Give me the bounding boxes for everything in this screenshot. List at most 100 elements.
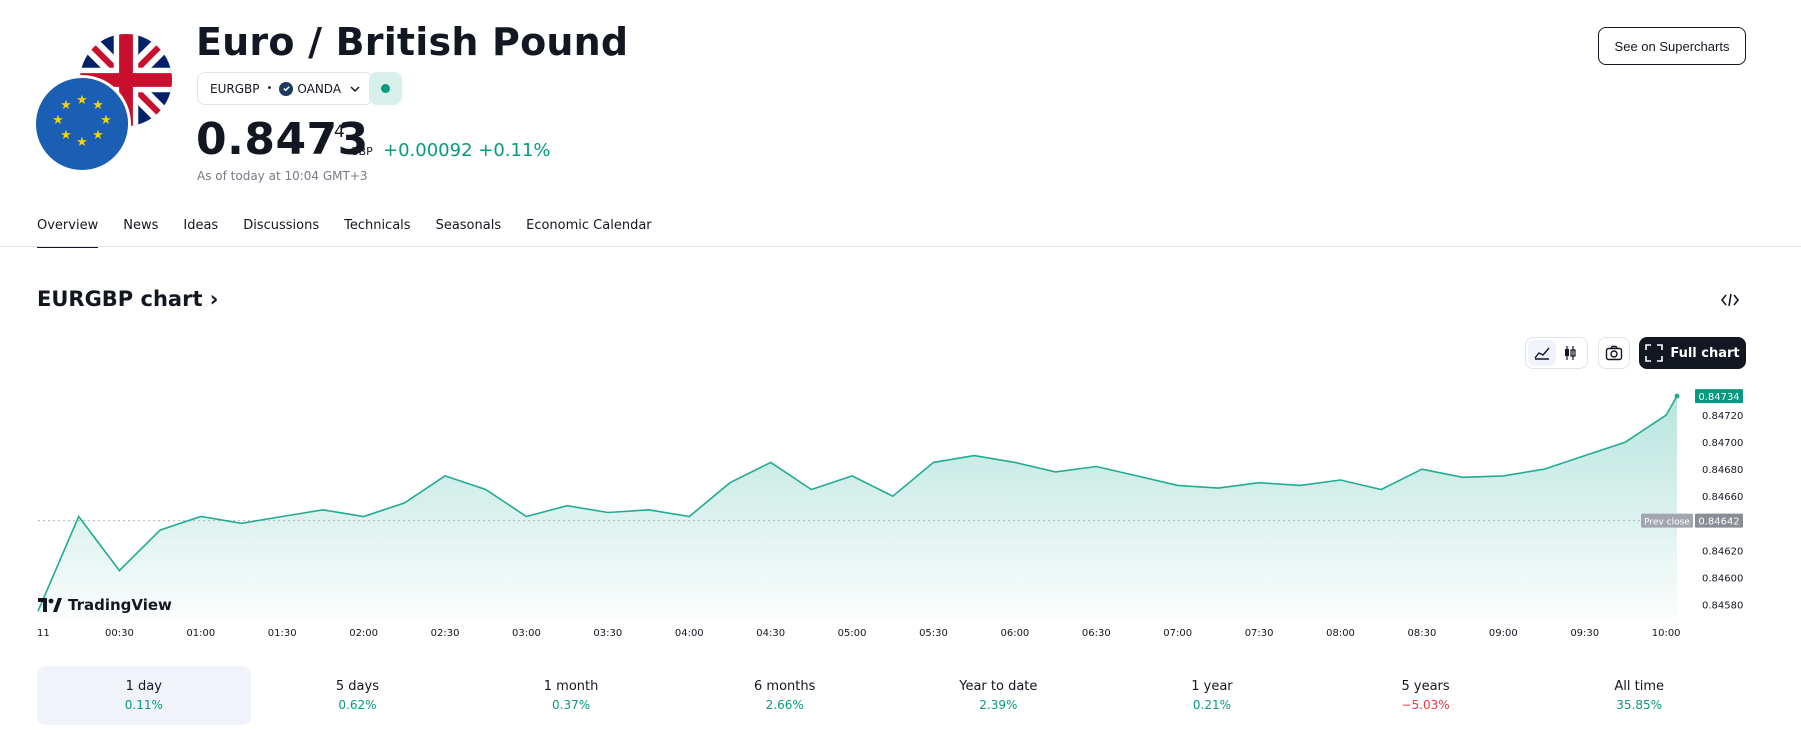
chart-title-text: EURGBP chart: [37, 287, 203, 311]
period-change: −5.03%: [1401, 698, 1450, 712]
x-tick-label: 03:30: [593, 628, 622, 639]
x-tick-label: 08:30: [1408, 628, 1437, 639]
y-tick-label: 0.84580: [1702, 600, 1743, 611]
x-tick-label: 02:00: [349, 628, 378, 639]
price-pip-digit: 4: [334, 122, 345, 142]
candles-chart-button[interactable]: [1556, 340, 1584, 366]
x-tick-label: 00:30: [105, 628, 134, 639]
tab-overview[interactable]: Overview: [37, 218, 99, 248]
area-chart-icon: [1534, 347, 1550, 360]
period-change: 0.21%: [1192, 698, 1231, 712]
x-tick-label: 05:30: [919, 628, 948, 639]
period-1-day[interactable]: 1 day 0.11%: [37, 666, 251, 725]
x-tick-label: 11: [37, 628, 50, 639]
symbol-title: Euro / British Pound: [196, 20, 629, 64]
period-label: 5 days: [335, 679, 379, 694]
price-change: +0.00092 +0.11%: [383, 140, 551, 161]
fullscreen-icon: [1645, 344, 1664, 362]
period-5-days[interactable]: 5 days 0.62%: [251, 666, 465, 725]
tab-discussions[interactable]: Discussions: [243, 218, 320, 233]
tab-economic-calendar[interactable]: Economic Calendar: [526, 218, 652, 233]
performance-periods: 1 day 0.11% 5 days 0.62% 1 month 0.37% 6 month…: [37, 666, 1746, 725]
prev-close-tag: [1641, 513, 1693, 528]
svg-text:★: ★: [60, 128, 72, 143]
period-label: 1 year: [1191, 679, 1233, 694]
price-timestamp: As of today at 10:04 GMT+3: [197, 169, 368, 183]
tradingview-logo: TradingView: [38, 596, 172, 614]
tab-technicals[interactable]: Technicals: [344, 218, 411, 233]
x-tick-label: 04:00: [675, 628, 704, 639]
price-value: 0.8473: [196, 114, 369, 165]
ticker-label: EURGBP: [210, 81, 260, 96]
period-label: Year to date: [959, 679, 1038, 694]
y-tick-label: 0.84620: [1702, 546, 1743, 557]
price-area-fill: [38, 396, 1677, 618]
x-tick-label: 10:00: [1652, 628, 1681, 639]
price-chart[interactable]: 0.845800.846000.846200.846400.846600.846…: [0, 380, 1801, 650]
svg-text:★: ★: [52, 113, 64, 128]
svg-text:★: ★: [92, 128, 104, 143]
x-tick-label: 07:30: [1245, 628, 1274, 639]
tabs-divider: [0, 246, 1801, 247]
exchange-label: OANDA: [297, 81, 342, 96]
x-tick-label: 09:30: [1570, 628, 1599, 639]
market-open-dot-icon: [381, 84, 390, 93]
verified-check-icon: [279, 81, 294, 96]
x-tick-label: 06:00: [1000, 628, 1029, 639]
period-all-time[interactable]: All time 35.85%: [1532, 666, 1746, 725]
price-currency: GBP: [350, 145, 373, 158]
period-label: 1 month: [543, 679, 599, 694]
tab-ideas[interactable]: Ideas: [183, 218, 219, 233]
tab-seasonals[interactable]: Seasonals: [435, 218, 502, 233]
embed-code-icon[interactable]: [1720, 290, 1740, 310]
period-change: 0.62%: [338, 698, 377, 712]
symbol-logo: ★ ★ ★ ★ ★ ★ ★ ★: [36, 34, 176, 174]
period-5-years[interactable]: 5 years −5.03%: [1319, 666, 1533, 725]
prev-close-value-label: 0.84642: [1698, 517, 1739, 528]
x-tick-label: 01:30: [268, 628, 297, 639]
chart-type-switcher: [1525, 337, 1588, 369]
period-label: 6 months: [754, 679, 816, 694]
x-tick-label: 01:00: [186, 628, 215, 639]
price-series-line: [37, 395, 1678, 612]
period-1-month[interactable]: 1 month 0.37%: [464, 666, 678, 725]
y-tick-label: 0.84680: [1702, 465, 1743, 476]
chevron-right-icon: ›: [202, 287, 219, 311]
x-tick-label: 04:30: [756, 628, 785, 639]
price-point: [1674, 393, 1680, 399]
y-tick-label: 0.84700: [1702, 438, 1743, 449]
section-tabs: Overview News Ideas Discussions Technica…: [37, 218, 677, 248]
period-1-year[interactable]: 1 year 0.21%: [1105, 666, 1319, 725]
area-chart-button[interactable]: [1528, 340, 1556, 366]
camera-icon: [1605, 345, 1623, 361]
full-chart-button[interactable]: Full chart: [1639, 337, 1746, 369]
period-6-months[interactable]: 6 months 2.66%: [678, 666, 892, 725]
chart-title-link[interactable]: EURGBP chart ›: [37, 287, 218, 311]
period-year-to-date[interactable]: Year to date 2.39%: [892, 666, 1106, 725]
tradingview-logo-icon: [38, 598, 62, 612]
tab-news[interactable]: News: [123, 218, 159, 233]
prev-close-tag-label: Prev close: [1644, 518, 1690, 528]
period-change: 0.11%: [124, 698, 163, 712]
last-price-badge: [1695, 389, 1743, 404]
period-change: 2.66%: [765, 698, 804, 712]
y-tick-label: 0.84720: [1702, 411, 1743, 422]
x-tick-label: 06:30: [1082, 628, 1111, 639]
symbol-selector[interactable]: EURGBP • OANDA: [197, 72, 374, 105]
period-change: 0.37%: [552, 698, 591, 712]
market-status-button[interactable]: [369, 72, 402, 105]
separator-dot: •: [266, 83, 273, 94]
snapshot-button[interactable]: [1598, 337, 1630, 369]
svg-text:★: ★: [100, 113, 112, 128]
candlestick-icon: [1565, 346, 1576, 360]
x-tick-label: 03:00: [512, 628, 541, 639]
last-price-label: 0.84734: [1698, 392, 1739, 403]
svg-text:★: ★: [60, 98, 72, 113]
x-tick-label: 08:00: [1326, 628, 1355, 639]
see-on-supercharts-button[interactable]: See on Supercharts: [1598, 27, 1746, 65]
eu-flag-icon: ★ ★ ★ ★ ★ ★ ★ ★: [36, 78, 128, 170]
svg-text:★: ★: [76, 93, 88, 108]
full-chart-label: Full chart: [1670, 345, 1740, 361]
x-tick-label: 07:00: [1163, 628, 1192, 639]
y-tick-label: 0.84600: [1702, 573, 1743, 584]
